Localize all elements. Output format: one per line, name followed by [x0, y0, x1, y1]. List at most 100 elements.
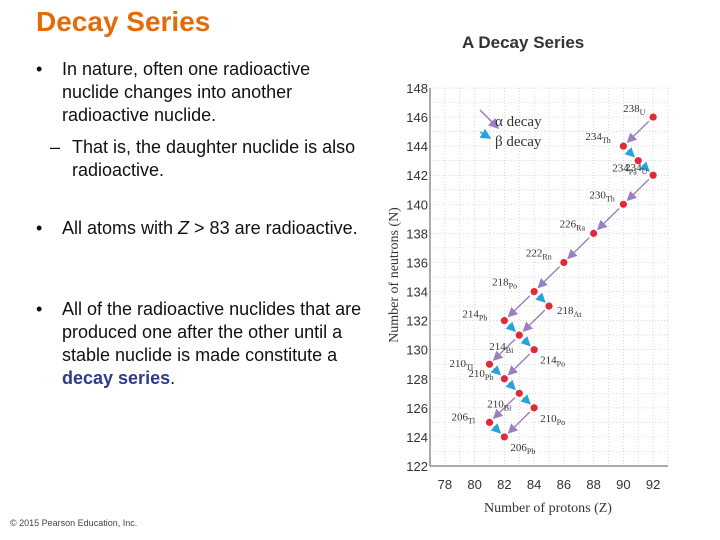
y-tick-label: 132 — [406, 314, 428, 329]
bullet-2: • All atoms with Z > 83 are radioactive. — [36, 217, 362, 240]
nuclide-symbol: Po — [509, 282, 517, 291]
nuclide-mass: 218 — [492, 277, 509, 289]
alpha-decay-arrow — [507, 295, 531, 318]
nuclide-label-u238: 238U — [623, 103, 646, 117]
alpha-decay-arrow — [626, 120, 650, 143]
x-tick-label: 92 — [646, 477, 660, 492]
alpha-decay-arrow — [596, 208, 620, 231]
nuclide-point-bi210 — [515, 389, 523, 397]
nuclide-mass: 226 — [560, 218, 577, 230]
nuclide-mass: 206 — [510, 442, 527, 454]
nuclide-label-bi210: 210Bi — [487, 398, 512, 412]
nuclide-label-at218: 218At — [557, 305, 582, 319]
nuclide-mass: 234 — [612, 163, 629, 175]
nuclide-symbol: Tl — [466, 363, 474, 372]
chart-legend: α decay β decay — [479, 109, 542, 150]
bullet-1: • In nature, often one radioactive nucli… — [36, 58, 362, 127]
nuclide-point-u234 — [649, 171, 657, 179]
bullet-2-var: Z — [178, 218, 190, 238]
nuclide-points — [485, 113, 657, 441]
x-tick-label: 90 — [616, 477, 630, 492]
nuclide-symbol: Pb — [479, 314, 487, 323]
nuclide-point-tl210 — [485, 360, 494, 368]
nuclide-label-tl210: 210Tl — [450, 358, 474, 372]
nuclide-symbol: Tl — [468, 416, 476, 425]
sub-bullet-1: – That is, the daughter nuclide is also … — [50, 136, 362, 182]
copyright: © 2015 Pearson Education, Inc. — [10, 518, 138, 528]
nuclide-label-ra226: 226Ra — [560, 218, 586, 232]
bullet-2-pre: All atoms with — [62, 218, 179, 238]
x-axis-label: Number of protons (Z) — [484, 501, 612, 516]
y-axis-label: Number of neutrons (N) — [387, 207, 402, 343]
bullet-dot: • — [36, 218, 43, 238]
alpha-legend-label: α decay — [495, 114, 542, 130]
bullet-3-pre: All of the radioactive nuclides that are… — [62, 299, 362, 365]
nuclide-mass: 210 — [540, 413, 557, 425]
y-tick-label: 124 — [406, 430, 428, 445]
beta-decay-arrow — [535, 292, 546, 303]
nuclide-symbol: Pb — [527, 447, 535, 456]
bullet-2-post: > 83 are radioactive. — [189, 218, 358, 238]
nuclide-label-pb210: 210Pb — [468, 368, 493, 382]
bullet-3-post: . — [170, 368, 176, 388]
nuclide-label-bi214: 214Bi — [489, 341, 514, 355]
beta-decay-arrow — [490, 365, 502, 376]
y-tick-label: 136 — [406, 255, 428, 270]
x-tick-label: 78 — [438, 477, 452, 492]
beta-legend-arrow — [479, 128, 492, 139]
nuclide-mass: 214 — [462, 309, 479, 321]
nuclide-mass: 210 — [450, 358, 467, 370]
y-tick-label: 142 — [406, 168, 428, 183]
nuclide-symbol: Rn — [542, 252, 551, 261]
alpha-decay-arrow — [507, 411, 531, 434]
beta-legend-label: β decay — [495, 134, 542, 150]
nuclide-symbol: Th — [602, 136, 611, 145]
beta-decay-arrow — [639, 161, 650, 173]
x-tick-label: 80 — [467, 477, 481, 492]
alpha-decay-arrow — [537, 266, 561, 289]
nuclide-symbol: Bi — [506, 346, 514, 355]
y-tick-label: 130 — [406, 343, 428, 358]
decay-series-term: decay series — [62, 368, 171, 388]
x-tick-label: 82 — [497, 477, 511, 492]
slide-title: Decay Series — [36, 6, 211, 37]
decay-arrows — [490, 120, 650, 434]
nuclide-mass: 218 — [557, 305, 574, 317]
nuclide-symbol: Pa — [629, 168, 637, 177]
nuclide-point-u238 — [649, 113, 657, 121]
bullet-dot: • — [36, 59, 43, 79]
alpha-decay-arrow — [522, 309, 546, 332]
nuclide-label-pa234: 234Pa — [612, 163, 637, 177]
nuclide-point-at218 — [545, 302, 553, 310]
x-tick-label: 86 — [557, 477, 571, 492]
bullet-1-text: In nature, often one radioactive nuclide… — [62, 59, 311, 125]
nuclide-point-pb206 — [500, 433, 508, 441]
nuclide-symbol: U — [640, 108, 646, 117]
nuclide-mass: 234 — [585, 131, 602, 143]
beta-decay-arrow — [520, 336, 531, 347]
nuclide-symbol: Ra — [576, 223, 585, 232]
y-tick-label: 122 — [406, 459, 428, 474]
nuclide-point-tl206 — [485, 418, 494, 426]
nuclide-label-th234: 234Th — [585, 131, 610, 145]
nuclide-point-po214 — [530, 346, 538, 354]
alpha-decay-arrow — [567, 237, 590, 260]
x-tick-label: 84 — [527, 477, 541, 492]
sub-bullet-dash: – — [50, 137, 61, 157]
bullet-3: • All of the radioactive nuclides that a… — [36, 298, 362, 390]
nuclide-point-rn222 — [560, 258, 568, 267]
nuclide-labels: 238U234Th234Pa234U230Th226Ra222Rn218Po21… — [450, 103, 648, 456]
x-tick-label: 88 — [586, 477, 600, 492]
nuclide-label-po214: 214Po — [540, 355, 565, 369]
nuclide-label-pb214: 214Pb — [462, 309, 487, 323]
chart-title: A Decay Series — [462, 33, 584, 52]
nuclide-point-po210 — [530, 404, 538, 412]
alpha-decay-arrow — [626, 178, 650, 202]
nuclide-label-pb206: 206Pb — [510, 442, 535, 456]
nuclide-symbol: Po — [557, 418, 565, 427]
alpha-decay-arrow — [507, 353, 531, 376]
bullet-dot: • — [36, 299, 43, 319]
nuclide-symbol: Bi — [504, 403, 512, 412]
beta-decay-arrow — [624, 147, 635, 158]
nuclide-label-tl206: 206Tl — [452, 411, 476, 425]
